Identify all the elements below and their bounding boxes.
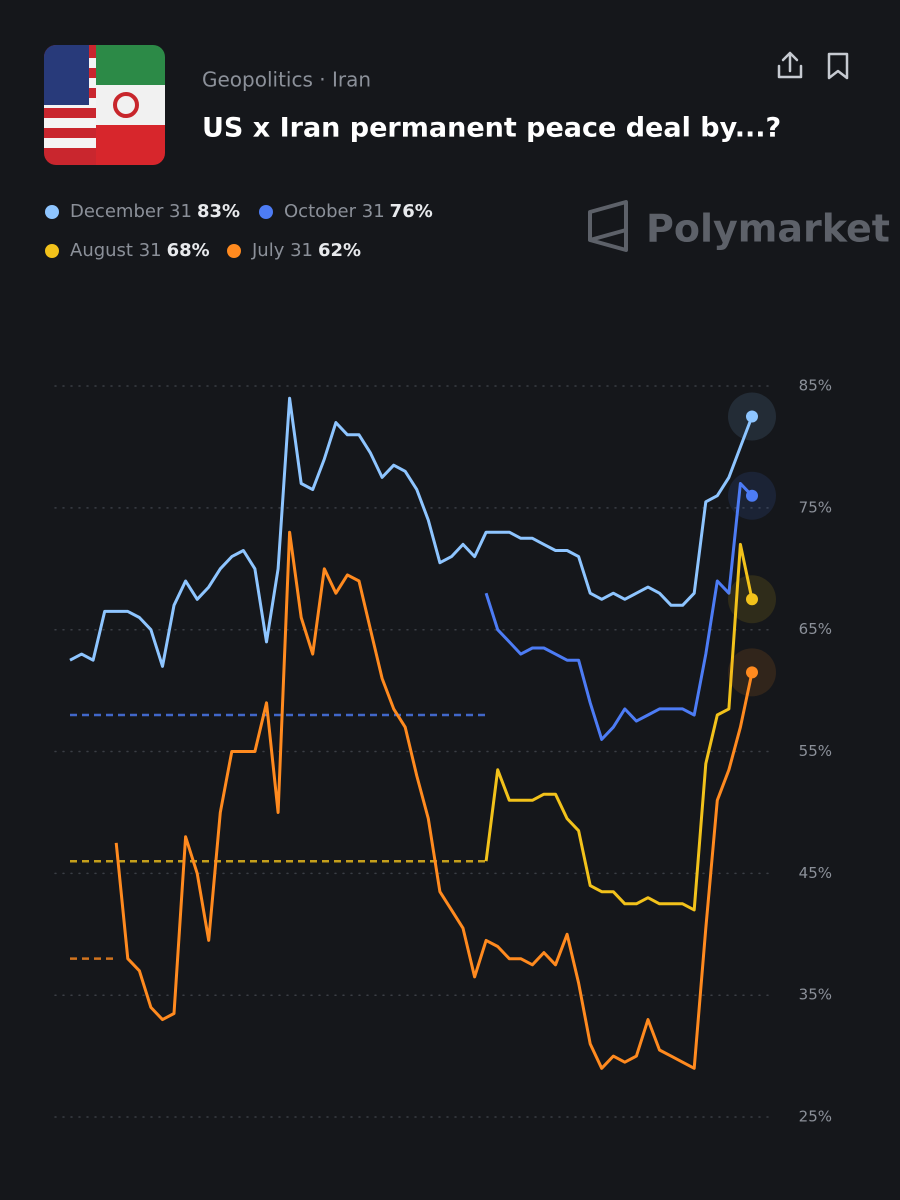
legend-dot <box>227 244 241 258</box>
legend-entry: December 31 83% <box>70 201 240 222</box>
legend-dot <box>259 205 273 219</box>
legend-entry: August 31 68% <box>70 240 210 261</box>
legend-value: 76% <box>390 201 433 222</box>
legend-name: December 31 <box>70 201 192 222</box>
series-line <box>114 530 754 1070</box>
share-button[interactable] <box>777 51 803 79</box>
market-title: US x Iran permanent peace deal by...? <box>202 113 781 144</box>
legend-name: July 31 <box>251 240 313 261</box>
y-tick-label: 25% <box>799 1108 832 1126</box>
market-icon <box>44 45 165 165</box>
bookmark-button[interactable] <box>827 52 849 80</box>
end-dot <box>746 489 758 502</box>
brand: Polymarket <box>646 207 890 251</box>
legend-dot <box>45 244 59 258</box>
legend-value: 62% <box>318 240 361 261</box>
legend-entry: July 31 62% <box>251 240 361 261</box>
y-tick-label: 45% <box>799 864 832 882</box>
legend-value: 68% <box>167 240 210 261</box>
y-tick-label: 75% <box>799 498 832 516</box>
y-tick-label: 85% <box>799 377 832 395</box>
legend-name: October 31 <box>284 201 385 222</box>
end-dot <box>746 593 758 606</box>
series-line <box>484 482 754 741</box>
legend-entry: October 31 76% <box>284 201 433 222</box>
end-dot <box>746 410 758 423</box>
y-tick-label: 65% <box>799 620 832 638</box>
legend-value: 83% <box>197 201 240 222</box>
end-dot <box>746 666 758 679</box>
series-line <box>69 396 754 668</box>
category: Geopolitics · Iran <box>202 68 371 92</box>
series-line <box>484 542 754 912</box>
legend-dot <box>45 205 59 219</box>
brand-logo <box>588 200 628 252</box>
legend-name: August 31 <box>70 240 162 261</box>
y-tick-label: 55% <box>799 742 832 760</box>
y-tick-label: 35% <box>799 986 832 1004</box>
